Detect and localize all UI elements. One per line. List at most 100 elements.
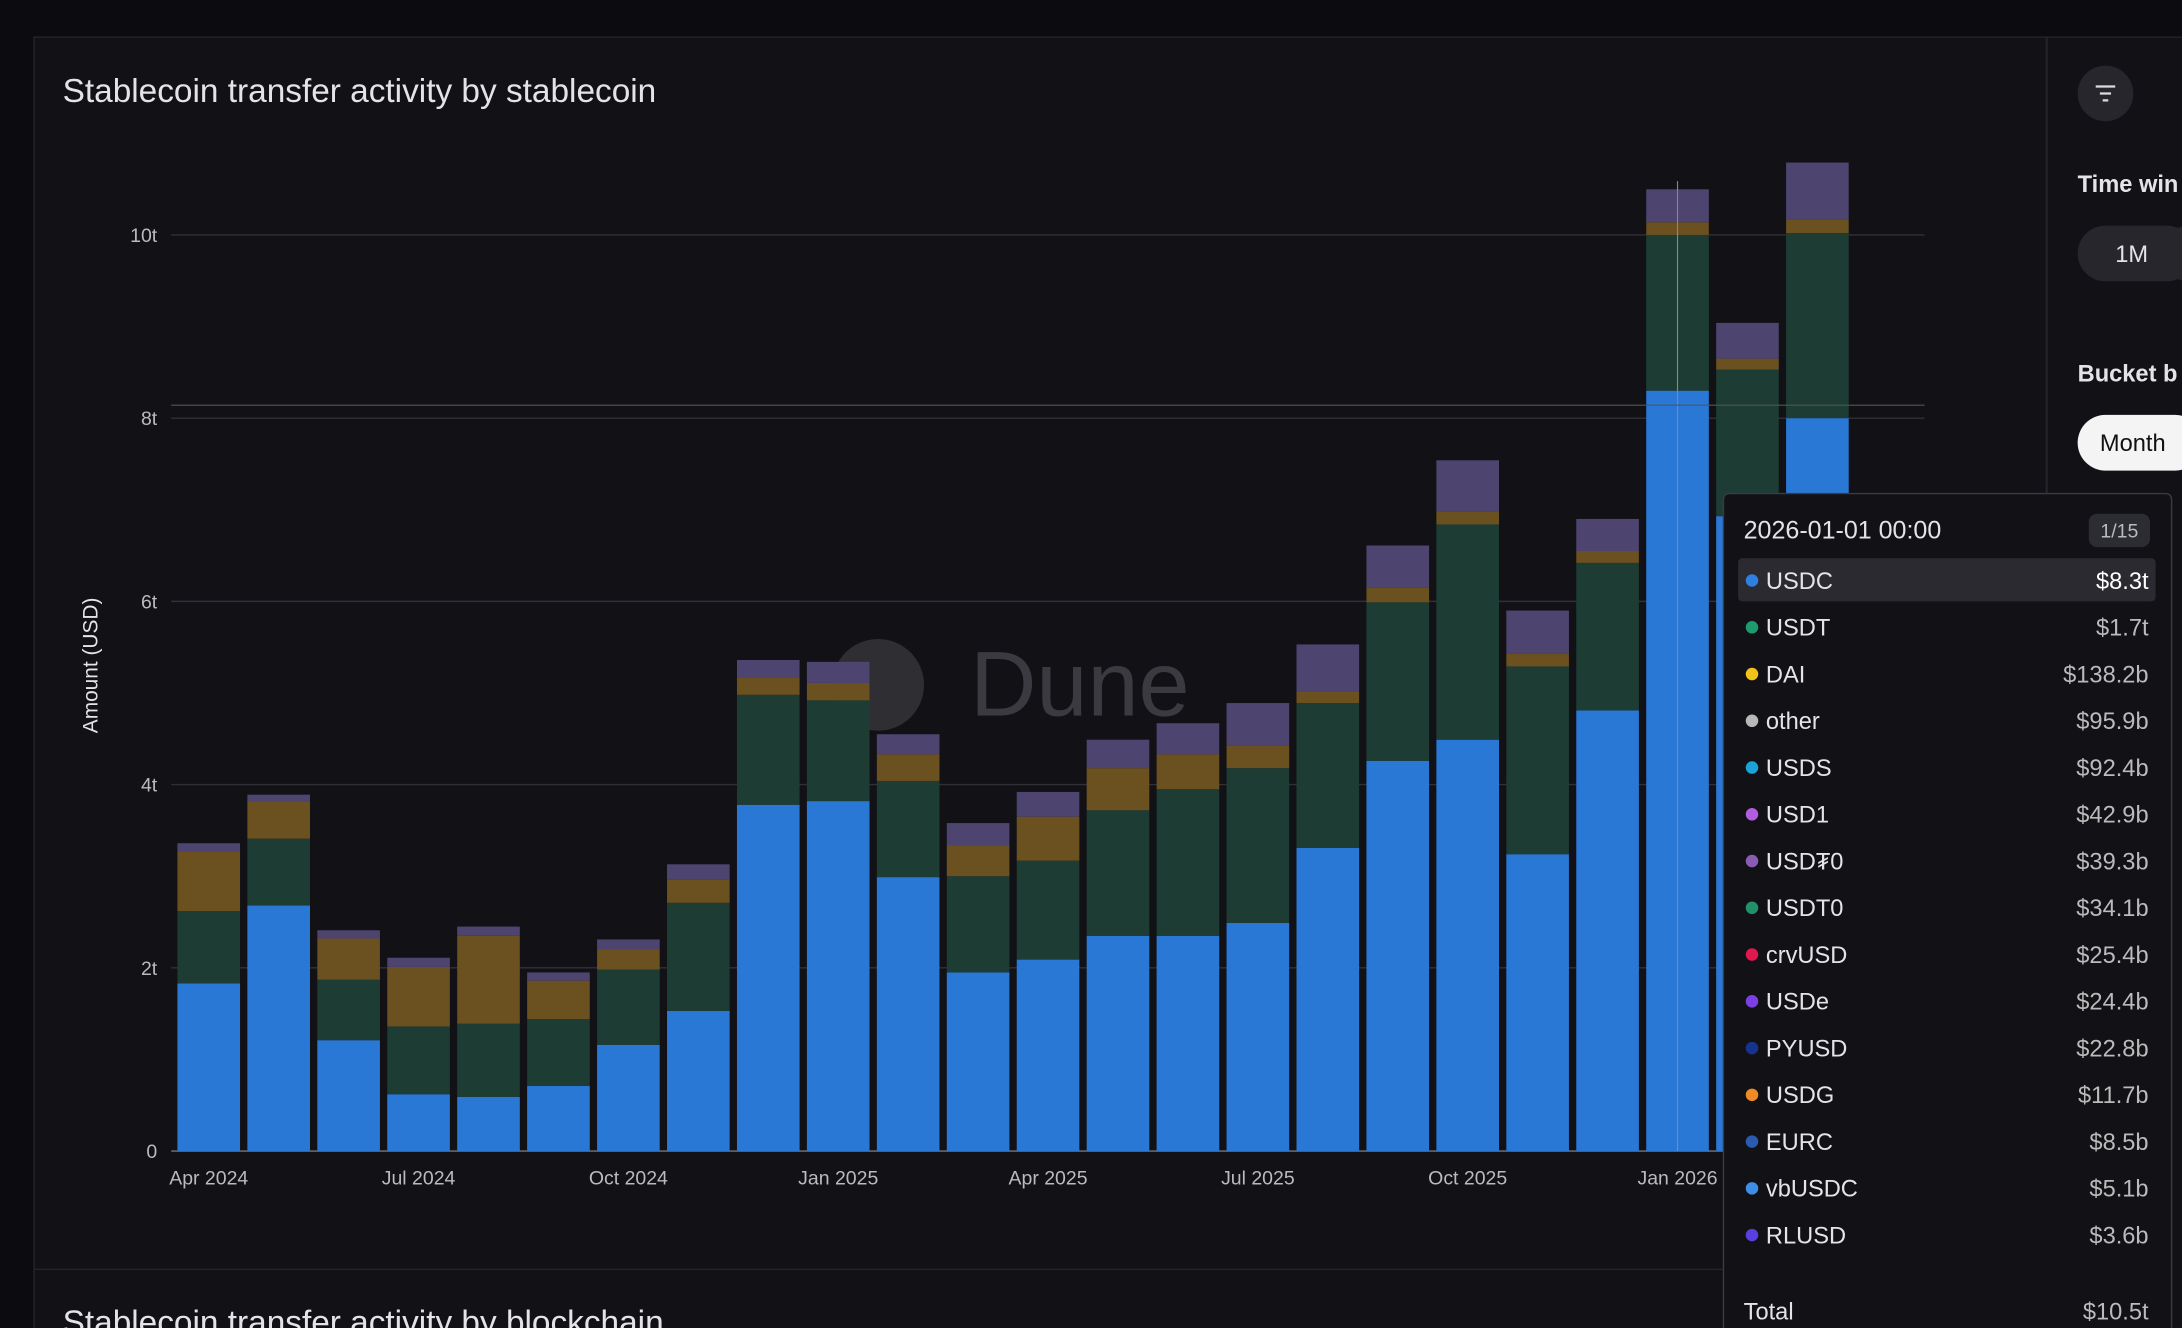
y-tick-label: 6t bbox=[141, 591, 158, 613]
bar-segment bbox=[1226, 745, 1290, 769]
tooltip-value: $34.1b bbox=[2076, 896, 2148, 922]
x-tick-label: Jan 2025 bbox=[798, 1167, 878, 1189]
bar-segment bbox=[247, 801, 310, 839]
bar-segment bbox=[1086, 810, 1150, 936]
y-tick-label: 8t bbox=[141, 408, 158, 430]
bar-segment bbox=[457, 1097, 520, 1152]
tooltip-series: USDT bbox=[1766, 616, 1830, 642]
tooltip-value: $39.3b bbox=[2076, 849, 2148, 875]
tooltip-value: $11.7b bbox=[2078, 1083, 2149, 1109]
bar-segment bbox=[1436, 511, 1500, 525]
bar-segment bbox=[317, 979, 380, 1041]
x-tick-label: Apr 2024 bbox=[169, 1167, 248, 1189]
bar-segment bbox=[667, 864, 730, 880]
bar-segment bbox=[597, 949, 660, 970]
next-chart-title: Stablecoin transfer activity by blockcha… bbox=[63, 1304, 664, 1328]
bar-segment bbox=[1226, 922, 1290, 1152]
bar-segment bbox=[806, 661, 870, 683]
bar-segment bbox=[177, 983, 241, 1152]
x-tick-label: Jul 2025 bbox=[1221, 1167, 1295, 1189]
tooltip-total: $10.5t bbox=[2083, 1299, 2149, 1325]
bar-segment bbox=[1366, 602, 1430, 761]
x-tick-label: Apr 2025 bbox=[1009, 1167, 1088, 1189]
y-tick-label: 10t bbox=[130, 225, 158, 247]
tooltip-value: $92.4b bbox=[2076, 756, 2148, 782]
tooltip-series: RLUSD bbox=[1766, 1223, 1846, 1249]
bar-segment bbox=[736, 694, 800, 805]
tooltip-series: USDC bbox=[1766, 569, 1833, 595]
y-tick-label: 0 bbox=[146, 1141, 157, 1163]
bar-segment bbox=[1506, 666, 1569, 855]
bar-segment bbox=[317, 938, 380, 980]
y-axis-label: Amount (USD) bbox=[79, 598, 102, 734]
bar-segment bbox=[1576, 550, 1639, 563]
bar-segment bbox=[597, 1044, 660, 1152]
tooltip-page-badge bbox=[2088, 513, 2150, 548]
tooltip-swatch bbox=[1745, 714, 1759, 728]
bar-segment bbox=[1016, 791, 1080, 817]
bar-segment bbox=[1366, 760, 1430, 1152]
bar-segment bbox=[667, 902, 730, 1011]
tooltip-series: USD1 bbox=[1766, 803, 1829, 829]
tooltip-value: $1.7t bbox=[2096, 616, 2149, 642]
tooltip-value: $138.2b bbox=[2063, 662, 2148, 688]
tooltip-swatch bbox=[1745, 761, 1759, 774]
bar-segment bbox=[876, 877, 940, 1152]
time-option[interactable] bbox=[2077, 225, 2182, 282]
tooltip-title: 2026-01-01 00:00 bbox=[1744, 517, 1942, 545]
time-option-2[interactable] bbox=[2161, 226, 2182, 282]
x-tick-label: Oct 2025 bbox=[1428, 1167, 1507, 1189]
bar-segment bbox=[1086, 739, 1150, 769]
bar-segment bbox=[247, 905, 310, 1152]
next-panel bbox=[33, 1268, 2048, 1328]
tooltip-value: $8.3t bbox=[2096, 569, 2149, 595]
tooltip-series: USDS bbox=[1766, 756, 1832, 782]
bar-segment bbox=[1086, 768, 1150, 811]
bar-segment bbox=[876, 734, 940, 755]
tooltip-value: $8.5b bbox=[2089, 1130, 2148, 1156]
bar-segment bbox=[1296, 691, 1360, 704]
tooltip-swatch bbox=[1745, 1135, 1759, 1148]
bucket-option-label: Month bbox=[2100, 431, 2166, 457]
tooltip-series: USDe bbox=[1766, 990, 1829, 1016]
bar-segment bbox=[457, 935, 520, 1024]
bar-segment bbox=[527, 980, 590, 1020]
tooltip-series: USDT0 bbox=[1766, 896, 1844, 922]
tooltip-swatch bbox=[1745, 808, 1759, 821]
tooltip-value: $3.6b bbox=[2089, 1223, 2148, 1249]
bar-segment bbox=[317, 1040, 380, 1152]
x-tick-label: Jul 2024 bbox=[382, 1167, 456, 1189]
bar-segment bbox=[177, 851, 241, 912]
tooltip-swatch bbox=[1745, 1182, 1759, 1195]
bar-segment bbox=[457, 926, 520, 936]
bar-segment bbox=[1156, 789, 1220, 936]
bar-segment bbox=[736, 677, 800, 695]
bar-segment bbox=[1506, 653, 1569, 667]
tooltip-swatch bbox=[1745, 901, 1759, 915]
tooltip-swatch bbox=[1745, 948, 1759, 961]
bar-segment bbox=[946, 972, 1010, 1152]
bar-segment bbox=[736, 804, 800, 1152]
bar-segment bbox=[667, 879, 730, 903]
tooltip-series: DAI bbox=[1766, 662, 1805, 688]
tooltip-value: $22.8b bbox=[2076, 1036, 2148, 1062]
bar-segment bbox=[1226, 703, 1290, 746]
bar-segment bbox=[1716, 358, 1779, 370]
time-option-label: 1M bbox=[2115, 242, 2148, 268]
tooltip-swatch bbox=[1745, 621, 1759, 634]
bucket-option[interactable] bbox=[2077, 414, 2182, 471]
y-tick-label: 2t bbox=[141, 958, 158, 980]
tooltip-series: vbUSDC bbox=[1766, 1177, 1858, 1203]
bar-segment bbox=[1576, 710, 1639, 1152]
bar-segment bbox=[177, 843, 241, 852]
bar-segment bbox=[317, 930, 380, 939]
tooltip-swatch bbox=[1745, 1041, 1759, 1055]
tooltip-series: crvUSD bbox=[1766, 943, 1847, 969]
tooltip-series: EURC bbox=[1766, 1130, 1833, 1156]
tooltip-page: 1/15 bbox=[2100, 520, 2138, 542]
bar-segment bbox=[1436, 460, 1500, 512]
tooltip-swatch bbox=[1745, 667, 1759, 681]
tooltip-value: $5.1b bbox=[2089, 1177, 2148, 1203]
